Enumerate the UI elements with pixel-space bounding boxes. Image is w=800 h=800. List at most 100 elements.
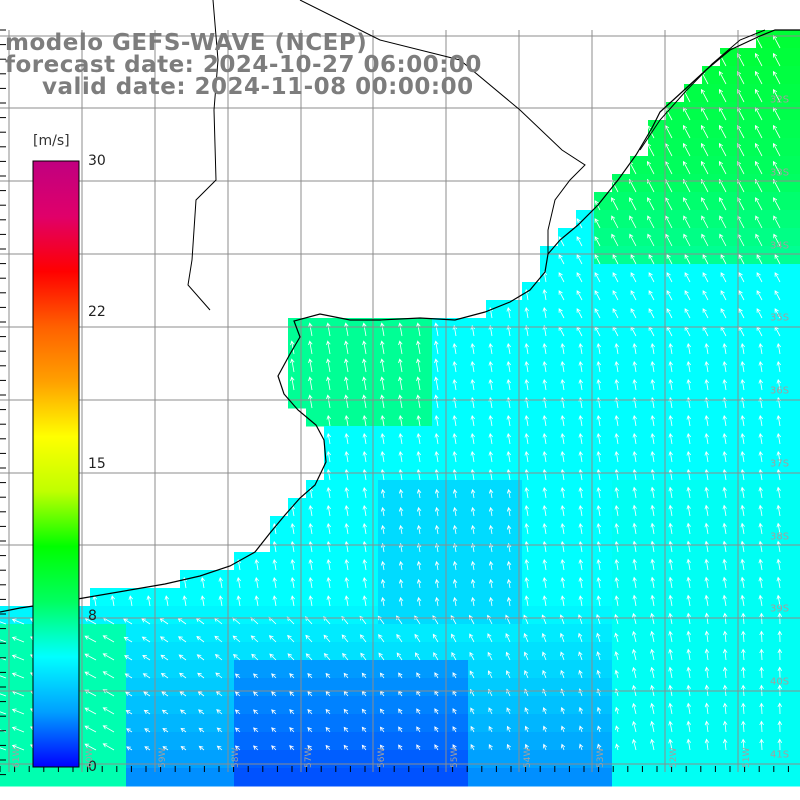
wind-speed-cell (576, 534, 595, 553)
wind-speed-cell (540, 336, 559, 355)
wind-speed-cell (648, 696, 667, 715)
wind-speed-cell (468, 588, 487, 607)
wind-speed-cell (324, 570, 343, 589)
wind-vector-arrow (398, 358, 403, 373)
wind-speed-cell (396, 498, 415, 517)
wind-vector-arrow (308, 540, 314, 553)
wind-speed-cell (342, 714, 361, 733)
wind-vector-arrow (686, 360, 692, 373)
wind-vector-arrow (196, 654, 205, 661)
wind-vector-arrow (254, 576, 260, 589)
wind-speed-cell (216, 642, 235, 661)
wind-vector-arrow (614, 450, 620, 463)
wind-speed-cell (216, 624, 235, 643)
wind-vector-arrow (686, 594, 691, 607)
wind-speed-cell (522, 534, 541, 553)
wind-vector-arrow (740, 450, 746, 463)
wind-speed-cell (576, 552, 595, 571)
wind-speed-cell (612, 462, 631, 481)
wind-speed-cell (522, 588, 541, 607)
wind-vector-arrow (272, 595, 278, 607)
wind-speed-cell (522, 768, 541, 787)
wind-vector-arrow (326, 376, 331, 391)
wind-vector-arrow (542, 486, 548, 499)
wind-vector-arrow (647, 142, 655, 157)
coastline-line (0, 29, 800, 613)
wind-speed-cell (342, 480, 361, 499)
wind-speed-cell (702, 534, 721, 553)
wind-vector-arrow (773, 197, 781, 211)
wind-speed-cell (540, 300, 559, 319)
wind-vector-arrow (344, 376, 349, 391)
wind-speed-cell (108, 660, 127, 679)
wind-speed-cell (486, 534, 505, 553)
wind-speed-cell (792, 678, 800, 697)
wind-speed-cell (702, 192, 721, 211)
wind-speed-cell (630, 336, 649, 355)
wind-vector-arrow (542, 504, 548, 517)
wind-vector-arrow (776, 504, 781, 517)
wind-vector-arrow (686, 666, 692, 679)
wind-speed-cell (684, 624, 703, 643)
wind-vector-arrow (214, 635, 223, 643)
wind-speed-cell (162, 624, 181, 643)
wind-speed-cell (594, 570, 613, 589)
wind-vector-arrow (326, 522, 332, 535)
wind-vector-arrow (160, 673, 169, 679)
wind-vector-arrow (123, 618, 133, 625)
wind-vector-arrow (325, 672, 331, 679)
wind-speed-cell (216, 660, 235, 679)
wind-vector-arrow (777, 630, 783, 643)
wind-vector-arrow (576, 254, 583, 265)
wind-vector-arrow (506, 670, 511, 679)
wind-speed-cell (756, 606, 775, 625)
wind-speed-cell (756, 336, 775, 355)
wind-vector-arrow (326, 340, 331, 355)
wind-vector-arrow (198, 709, 205, 715)
wind-vector-arrow (701, 88, 709, 103)
wind-vector-arrow (11, 636, 25, 643)
wind-vector-arrow (755, 52, 763, 67)
wind-speed-cell (702, 570, 721, 589)
wind-vector-arrow (398, 578, 404, 589)
wind-vector-arrow (416, 744, 421, 751)
wind-vector-arrow (560, 468, 566, 481)
wind-vector-arrow (740, 486, 745, 499)
wind-vector-arrow (434, 358, 439, 373)
wind-vector-arrow (542, 432, 548, 445)
wind-vector-arrow (773, 142, 781, 157)
wind-speed-cell (648, 678, 667, 697)
wind-speed-cell (486, 498, 505, 517)
wind-vector-arrow (578, 414, 584, 427)
wind-vector-arrow (524, 522, 530, 535)
wind-speed-cell (414, 408, 433, 427)
wind-vector-arrow (578, 632, 583, 643)
wind-speed-cell (612, 534, 631, 553)
wind-speed-cell (468, 408, 487, 427)
wind-speed-cell (720, 462, 739, 481)
wind-speed-cell (540, 570, 559, 589)
wind-speed-cell (144, 624, 163, 643)
wind-vector-arrow (84, 725, 97, 733)
wind-speed-cell (468, 768, 487, 787)
wind-speed-cell (324, 462, 343, 481)
wind-speed-cell (522, 624, 541, 643)
wind-speed-cell (306, 372, 325, 391)
wind-vector-arrow (416, 506, 422, 517)
wind-vector-arrow (777, 738, 783, 751)
wind-speed-cell (252, 570, 271, 589)
wind-speed-cell (216, 768, 235, 787)
wind-speed-cell (702, 642, 721, 661)
wind-vector-arrow (343, 744, 349, 751)
wind-vector-arrow (614, 669, 619, 679)
wind-speed-cell (288, 660, 307, 679)
wind-vector-arrow (595, 614, 601, 625)
wind-speed-cell (162, 696, 181, 715)
wind-speed-cell (234, 660, 253, 679)
wind-speed-cell (612, 498, 631, 517)
longitude-label: 59W (158, 747, 168, 768)
wind-speed-cell (342, 696, 361, 715)
wind-speed-cell (522, 408, 541, 427)
wind-vector-arrow (470, 560, 476, 571)
wind-vector-arrow (701, 233, 709, 247)
